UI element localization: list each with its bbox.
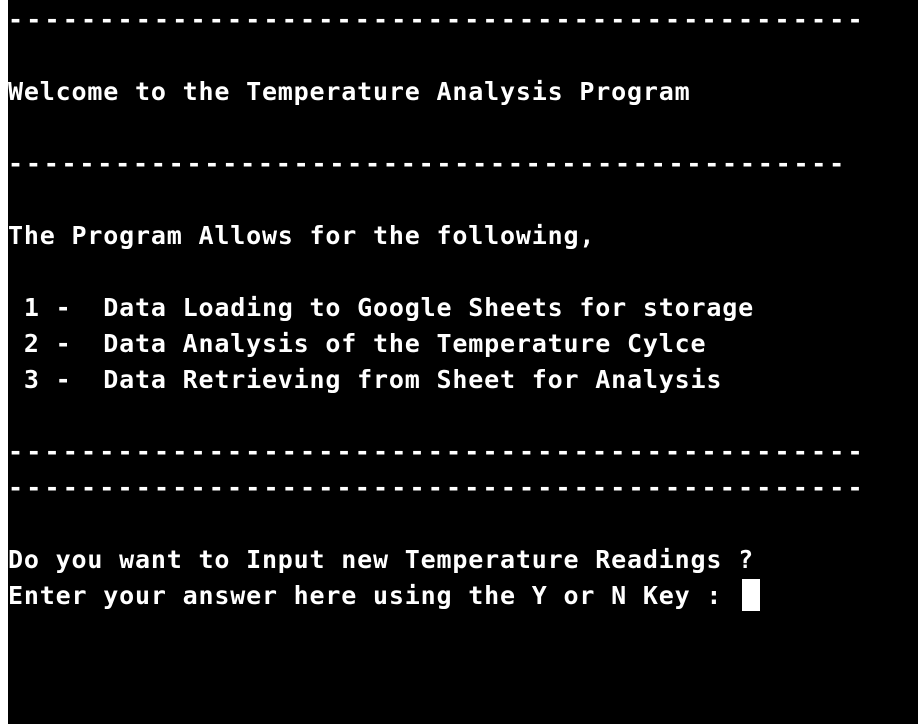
menu-option-3: 3 - Data Retrieving from Sheet for Analy… [8,365,723,394]
menu-option-2: 2 - Data Analysis of the Temperature Cyl… [8,329,707,358]
prompt-text: Enter your answer here using the Y or N … [8,581,739,610]
input-prompt-line[interactable]: Enter your answer here using the Y or N … [8,578,761,614]
separator-line: ----------------------------------------… [8,437,866,466]
intro-text: The Program Allows for the following, [8,221,596,250]
text-cursor[interactable] [742,579,761,611]
separator-line: ----------------------------------------… [8,5,866,34]
terminal-window[interactable]: ----------------------------------------… [8,0,918,724]
menu-option-1: 1 - Data Loading to Google Sheets for st… [8,293,754,322]
question-text: Do you want to Input new Temperature Rea… [8,545,754,574]
separator-line: ----------------------------------------… [8,473,866,502]
separator-line: ----------------------------------------… [8,149,848,178]
welcome-title: Welcome to the Temperature Analysis Prog… [8,77,691,106]
